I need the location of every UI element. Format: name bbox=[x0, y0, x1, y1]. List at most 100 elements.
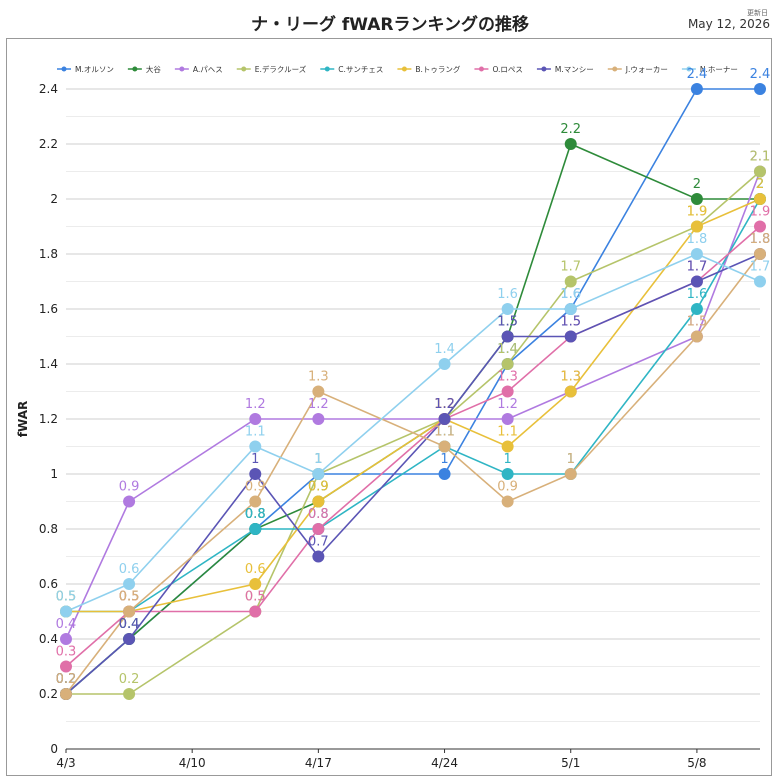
y-tick-label: 1.2 bbox=[39, 412, 58, 426]
data-point[interactable] bbox=[754, 275, 766, 288]
data-point[interactable] bbox=[754, 193, 766, 205]
legend-marker bbox=[541, 66, 547, 72]
data-point[interactable] bbox=[60, 660, 72, 673]
legend-label: M.マンシー bbox=[555, 65, 594, 74]
data-point[interactable] bbox=[249, 523, 262, 535]
data-point[interactable] bbox=[501, 495, 514, 508]
series-line[interactable] bbox=[65, 171, 761, 640]
data-label: 0.5 bbox=[245, 590, 266, 605]
legend-item[interactable]: C.サンチェス bbox=[320, 65, 383, 74]
data-point[interactable] bbox=[438, 358, 451, 370]
data-label: 1.6 bbox=[560, 287, 581, 302]
data-point[interactable] bbox=[123, 495, 136, 508]
data-label: 1.1 bbox=[245, 425, 266, 440]
legend-label: M.オルソン bbox=[75, 65, 114, 74]
data-point[interactable] bbox=[60, 688, 72, 700]
data-point[interactable] bbox=[249, 578, 262, 590]
x-tick-label: 4/17 bbox=[305, 756, 332, 770]
data-point[interactable] bbox=[564, 138, 577, 150]
data-point[interactable] bbox=[501, 303, 514, 315]
data-point[interactable] bbox=[501, 330, 514, 343]
data-point[interactable] bbox=[564, 303, 577, 315]
data-point[interactable] bbox=[249, 440, 262, 453]
data-point[interactable] bbox=[564, 330, 577, 343]
data-label: 0.4 bbox=[119, 617, 140, 632]
data-point[interactable] bbox=[754, 165, 766, 178]
data-point[interactable] bbox=[690, 83, 703, 95]
data-point[interactable] bbox=[754, 248, 766, 260]
legend-item[interactable]: O.ロペス bbox=[474, 65, 523, 74]
legend-marker bbox=[179, 66, 185, 72]
data-point[interactable] bbox=[249, 495, 262, 508]
data-point[interactable] bbox=[60, 633, 72, 645]
legend-marker bbox=[478, 66, 484, 72]
data-point[interactable] bbox=[438, 413, 451, 425]
series-line[interactable] bbox=[66, 198, 761, 613]
data-point[interactable] bbox=[690, 303, 703, 315]
data-label: 0.5 bbox=[119, 590, 140, 605]
data-point[interactable] bbox=[123, 633, 136, 645]
data-label: 1.5 bbox=[497, 315, 518, 330]
data-point[interactable] bbox=[249, 468, 262, 480]
data-point[interactable] bbox=[312, 385, 325, 398]
y-tick-label: 2 bbox=[50, 192, 58, 206]
legend-item[interactable]: A.パヘス bbox=[174, 65, 223, 74]
data-point[interactable] bbox=[564, 275, 577, 288]
data-label: 2.2 bbox=[560, 122, 581, 137]
data-label: 1.5 bbox=[687, 315, 708, 330]
data-point[interactable] bbox=[501, 440, 514, 453]
data-point[interactable] bbox=[123, 605, 136, 618]
legend-label: B.トゥラング bbox=[415, 64, 461, 74]
data-point[interactable] bbox=[249, 605, 262, 618]
data-point[interactable] bbox=[754, 220, 766, 233]
data-point[interactable] bbox=[690, 193, 703, 205]
y-tick-label: 0.8 bbox=[39, 522, 58, 536]
legend-item[interactable]: 大谷 bbox=[127, 64, 161, 74]
data-point[interactable] bbox=[501, 413, 514, 425]
legend-marker bbox=[401, 66, 407, 72]
data-label: 0.7 bbox=[308, 535, 329, 550]
data-label: 0.2 bbox=[56, 672, 77, 687]
y-tick-label: 2.2 bbox=[39, 137, 58, 151]
data-label: 1 bbox=[440, 452, 448, 467]
data-label: 1.1 bbox=[434, 425, 455, 440]
legend-item[interactable]: M.マンシー bbox=[536, 65, 594, 74]
data-point[interactable] bbox=[312, 523, 325, 535]
data-label: 1.5 bbox=[560, 315, 581, 330]
data-point[interactable] bbox=[690, 275, 703, 288]
legend-item[interactable]: M.オルソン bbox=[57, 65, 114, 74]
data-point[interactable] bbox=[312, 468, 325, 480]
data-point[interactable] bbox=[690, 330, 703, 343]
data-point[interactable] bbox=[690, 248, 703, 260]
data-point[interactable] bbox=[249, 413, 262, 425]
data-label: 0.5 bbox=[56, 590, 77, 605]
data-label: 0.4 bbox=[119, 617, 140, 632]
data-label: 0.9 bbox=[308, 480, 329, 495]
legend-item[interactable]: N.ホーナー bbox=[681, 65, 738, 74]
data-point[interactable] bbox=[501, 358, 514, 370]
data-point[interactable] bbox=[438, 468, 451, 480]
data-point[interactable] bbox=[564, 385, 577, 398]
data-point[interactable] bbox=[438, 440, 451, 453]
data-label: 1 bbox=[567, 452, 575, 467]
data-label: 1.8 bbox=[750, 232, 771, 247]
legend-item[interactable]: J.ウォーカー bbox=[607, 65, 668, 74]
data-point[interactable] bbox=[312, 550, 325, 563]
data-point[interactable] bbox=[501, 468, 514, 480]
data-point[interactable] bbox=[754, 83, 766, 95]
data-point[interactable] bbox=[564, 468, 577, 480]
legend-item[interactable]: E.デラクルーズ bbox=[236, 64, 307, 74]
legend-item[interactable]: B.トゥラング bbox=[397, 64, 461, 74]
data-point[interactable] bbox=[123, 578, 136, 590]
series-line[interactable] bbox=[66, 198, 761, 613]
data-label: 0.5 bbox=[119, 590, 140, 605]
data-point[interactable] bbox=[690, 220, 703, 233]
data-point[interactable] bbox=[312, 495, 325, 508]
data-labels: 0.2 0.4 0.8 1 1 1.4 1.6 2.4 2.4 0.2 0.4 0.8 0.9 1.2 1.… bbox=[56, 67, 771, 687]
data-point[interactable] bbox=[60, 605, 72, 618]
data-point[interactable] bbox=[501, 385, 514, 398]
data-label: 1.2 bbox=[434, 397, 455, 412]
data-point[interactable] bbox=[312, 413, 325, 425]
data-point[interactable] bbox=[123, 688, 136, 700]
data-label: 2.4 bbox=[687, 67, 708, 82]
